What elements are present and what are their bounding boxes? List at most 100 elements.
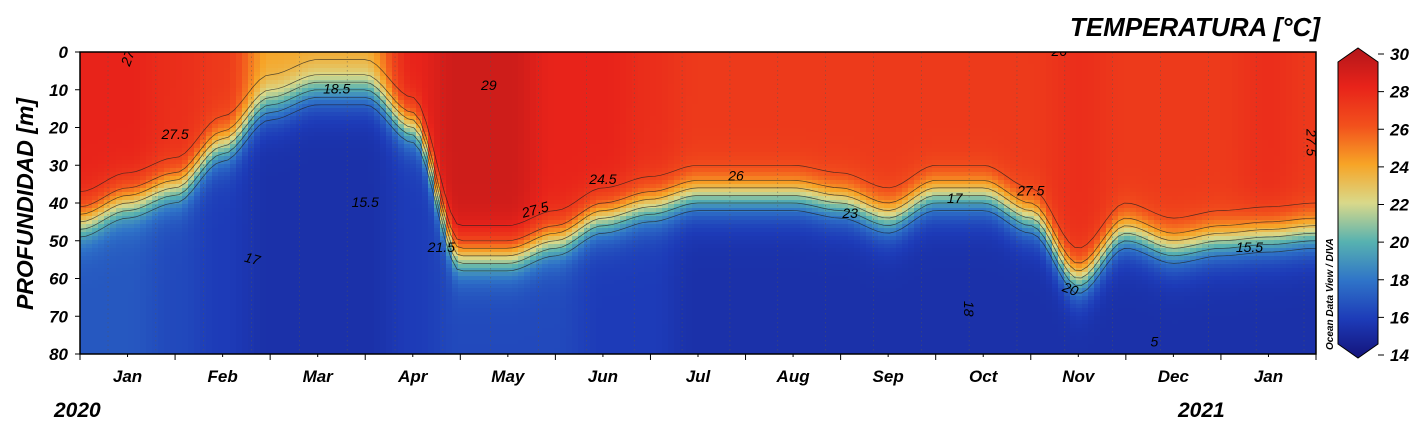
heatmap-cell <box>284 336 291 341</box>
heatmap-cell <box>206 208 213 213</box>
heatmap-cell <box>218 168 225 173</box>
heatmap-cell <box>134 224 141 229</box>
heatmap-cell <box>260 220 267 225</box>
heatmap-cell <box>128 212 135 217</box>
heatmap-cell <box>86 260 93 265</box>
heatmap-cell <box>80 176 87 181</box>
heatmap-cell <box>230 348 237 353</box>
heatmap-cell <box>356 180 363 185</box>
heatmap-cell <box>122 144 129 149</box>
heatmap-cell <box>434 268 441 273</box>
heatmap-cell <box>104 332 111 337</box>
heatmap-cell <box>296 188 303 193</box>
heatmap-cell <box>212 184 219 189</box>
heatmap-cell <box>98 320 105 325</box>
heatmap-cell <box>350 128 357 133</box>
heatmap-cell <box>410 272 417 277</box>
heatmap-cell <box>158 316 165 321</box>
heatmap-cell <box>122 196 129 201</box>
heatmap-cell <box>134 140 141 145</box>
heatmap-cell <box>470 244 477 249</box>
heatmap-cell <box>218 264 225 269</box>
heatmap-cell <box>242 304 249 309</box>
heatmap-cell <box>374 112 381 117</box>
heatmap-cell <box>338 288 345 293</box>
heatmap-cell <box>212 56 219 61</box>
heatmap-cell <box>314 124 321 129</box>
heatmap-cell <box>248 80 255 85</box>
heatmap-cell <box>140 148 147 153</box>
heatmap-cell <box>218 136 225 141</box>
heatmap-cell <box>86 196 93 201</box>
heatmap-cell <box>86 100 93 105</box>
heatmap-cell <box>116 240 123 245</box>
heatmap-cell <box>158 104 165 109</box>
heatmap-cell <box>440 140 447 145</box>
heatmap-cell <box>98 300 105 305</box>
heatmap-cell <box>314 244 321 249</box>
heatmap-cell <box>134 112 141 117</box>
heatmap-cell <box>92 52 99 57</box>
heatmap-cell <box>134 84 141 89</box>
heatmap-cell <box>140 72 147 77</box>
heatmap-cell <box>332 128 339 133</box>
heatmap-cell <box>92 224 99 229</box>
heatmap-cell <box>362 176 369 181</box>
heatmap-cell <box>194 252 201 257</box>
heatmap-cell <box>458 280 465 285</box>
heatmap-cell <box>242 100 249 105</box>
heatmap-cell <box>170 224 177 229</box>
heatmap-cell <box>176 328 183 333</box>
heatmap-cell <box>290 96 297 101</box>
heatmap-cell <box>404 64 411 69</box>
heatmap-cell <box>194 212 201 217</box>
heatmap-cell <box>362 160 369 165</box>
heatmap-cell <box>410 192 417 197</box>
heatmap-cell <box>176 52 183 57</box>
heatmap-cell <box>422 264 429 269</box>
heatmap-cell <box>218 128 225 133</box>
heatmap-cell <box>368 136 375 141</box>
heatmap-cell <box>122 280 129 285</box>
heatmap-cell <box>350 152 357 157</box>
heatmap-cell <box>278 124 285 129</box>
heatmap-cell <box>110 236 117 241</box>
heatmap-cell <box>134 288 141 293</box>
heatmap-cell <box>410 52 417 57</box>
heatmap-cell <box>224 124 231 129</box>
heatmap-cell <box>278 144 285 149</box>
heatmap-cell <box>338 164 345 169</box>
heatmap-cell <box>146 152 153 157</box>
heatmap-cell <box>254 72 261 77</box>
heatmap-cell <box>290 120 297 125</box>
heatmap-cell <box>122 252 129 257</box>
heatmap-cell <box>164 264 171 269</box>
heatmap-cell <box>98 132 105 137</box>
heatmap-cell <box>272 92 279 97</box>
heatmap-cell <box>134 304 141 309</box>
heatmap-cell <box>110 92 117 97</box>
heatmap-cell <box>284 108 291 113</box>
heatmap-cell <box>206 260 213 265</box>
heatmap-cell <box>302 332 309 337</box>
heatmap-cell <box>86 168 93 173</box>
heatmap-cell <box>128 236 135 241</box>
heatmap-cell <box>128 168 135 173</box>
heatmap-cell <box>128 324 135 329</box>
heatmap-cell <box>92 344 99 349</box>
heatmap-cell <box>272 56 279 61</box>
heatmap-cell <box>236 300 243 305</box>
heatmap-cell <box>128 264 135 269</box>
heatmap-cell <box>188 152 195 157</box>
heatmap-cell <box>254 156 261 161</box>
heatmap-cell <box>176 136 183 141</box>
heatmap-cell <box>278 216 285 221</box>
heatmap-cell <box>182 224 189 229</box>
heatmap-cell <box>272 100 279 105</box>
heatmap-cell <box>380 316 387 321</box>
heatmap-cell <box>356 336 363 341</box>
heatmap-cell <box>314 220 321 225</box>
heatmap-cell <box>152 304 159 309</box>
heatmap-cell <box>98 216 105 221</box>
heatmap-cell <box>422 352 429 354</box>
